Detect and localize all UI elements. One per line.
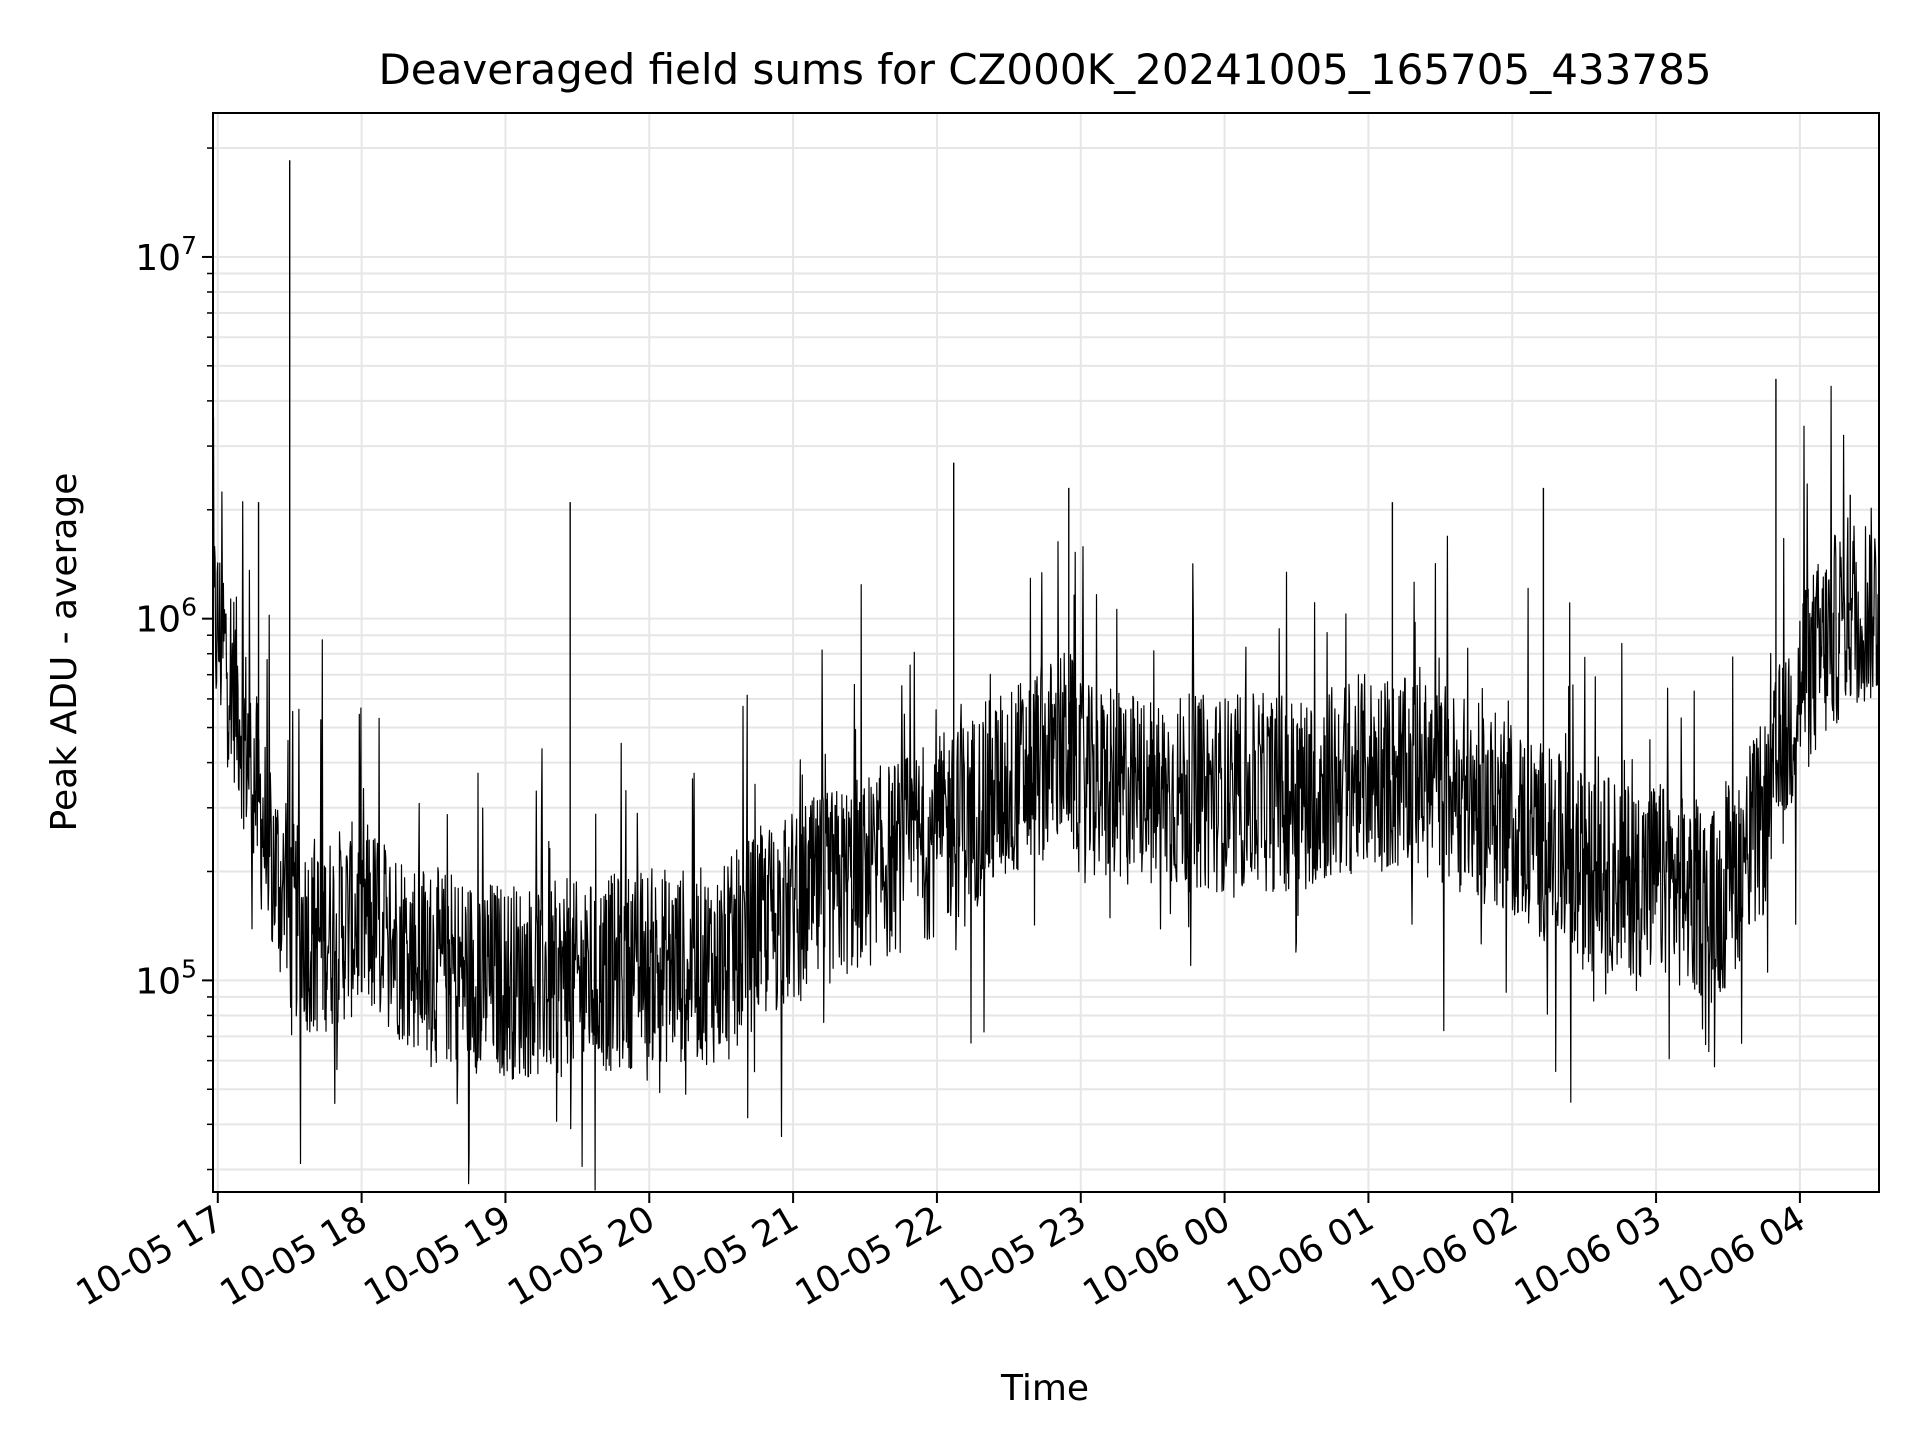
chart-title: Deaveraged field sums for CZ000K_2024100… [378, 45, 1711, 94]
series-line [212, 385, 1880, 1191]
gridlines-x [216, 113, 1801, 1192]
y-tick-label: 106 [135, 593, 197, 641]
data-series [212, 160, 1880, 1191]
y-axis-label: Peak ADU - average [44, 473, 85, 832]
y-tick-label: 105 [135, 954, 197, 1002]
plot-frame [212, 112, 1880, 1193]
y-axis-ticks: 105 106 107 [135, 147, 213, 1171]
x-axis-label: Time [1000, 1368, 1089, 1409]
y-tick-label: 107 [135, 231, 197, 279]
